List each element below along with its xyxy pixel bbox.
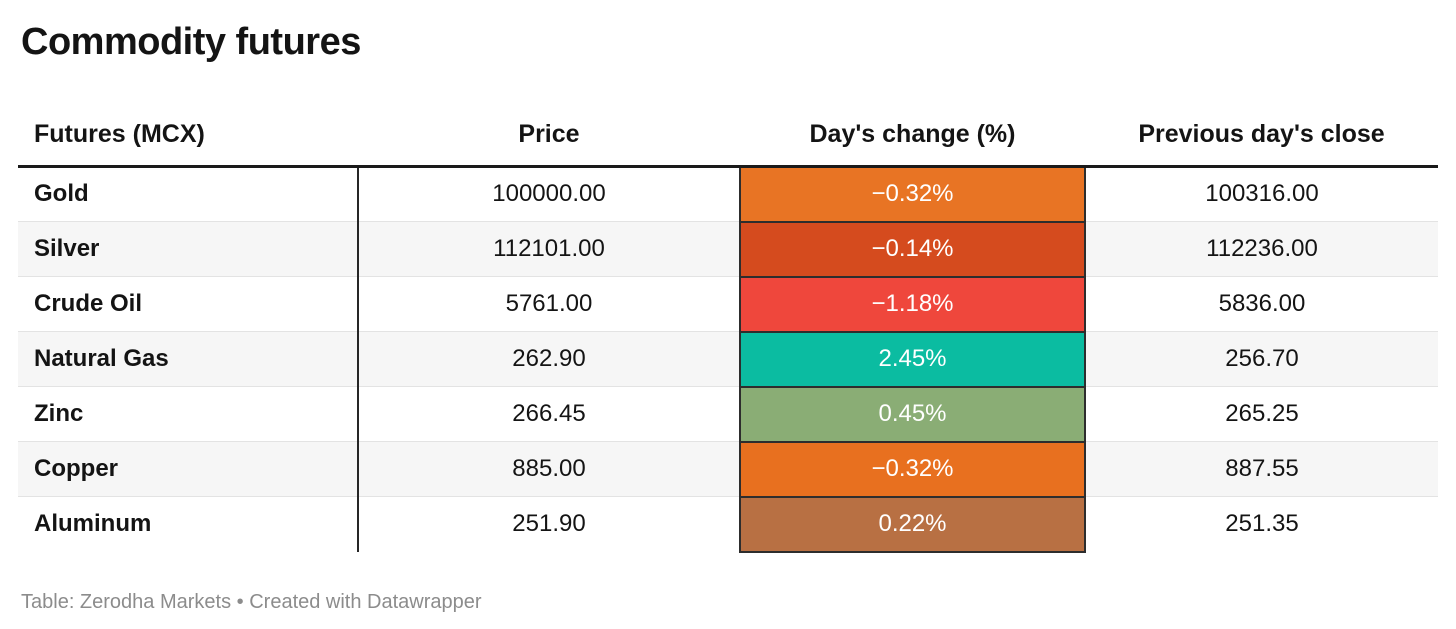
col-header-days-change: Day's change (%): [740, 97, 1085, 168]
price-cell: 100000.00: [358, 165, 740, 222]
change-cell: −0.14%: [739, 220, 1086, 278]
header-row: Futures (MCX) Price Day's change (%) Pre…: [18, 97, 1438, 168]
table-container: Futures (MCX) Price Day's change (%) Pre…: [18, 97, 1438, 553]
page-title: Commodity futures: [21, 21, 361, 63]
change-cell: 0.22%: [739, 495, 1086, 553]
table-row: Aluminum 251.90 0.22% 251.35: [18, 495, 1438, 553]
table-row: Silver 112101.00 −0.14% 112236.00: [18, 220, 1438, 278]
col-header-price: Price: [358, 97, 740, 168]
price-cell: 251.90: [358, 496, 740, 552]
prev-close-cell: 100316.00: [1085, 165, 1438, 222]
futures-name-cell: Natural Gas: [18, 331, 359, 387]
change-cell: 2.45%: [739, 330, 1086, 388]
price-cell: 112101.00: [358, 221, 740, 277]
futures-name-cell: Gold: [18, 165, 359, 222]
table-row: Copper 885.00 −0.32% 887.55: [18, 440, 1438, 498]
price-cell: 885.00: [358, 441, 740, 497]
col-header-prev-close: Previous day's close: [1085, 97, 1438, 168]
table-row: Crude Oil 5761.00 −1.18% 5836.00: [18, 275, 1438, 333]
futures-name-cell: Copper: [18, 441, 359, 497]
prev-close-cell: 251.35: [1085, 496, 1438, 552]
price-cell: 266.45: [358, 386, 740, 442]
prev-close-cell: 256.70: [1085, 331, 1438, 387]
futures-name-cell: Aluminum: [18, 496, 359, 552]
prev-close-cell: 5836.00: [1085, 276, 1438, 332]
futures-name-cell: Crude Oil: [18, 276, 359, 332]
change-cell: −0.32%: [739, 440, 1086, 498]
change-cell: −1.18%: [739, 275, 1086, 333]
futures-name-cell: Zinc: [18, 386, 359, 442]
table-row: Zinc 266.45 0.45% 265.25: [18, 385, 1438, 443]
prev-close-cell: 112236.00: [1085, 221, 1438, 277]
prev-close-cell: 887.55: [1085, 441, 1438, 497]
table-row: Natural Gas 262.90 2.45% 256.70: [18, 330, 1438, 388]
prev-close-cell: 265.25: [1085, 386, 1438, 442]
price-cell: 262.90: [358, 331, 740, 387]
change-cell: −0.32%: [739, 165, 1086, 223]
col-header-futures: Futures (MCX): [18, 97, 358, 168]
price-cell: 5761.00: [358, 276, 740, 332]
change-cell: 0.45%: [739, 385, 1086, 443]
table-body: Gold 100000.00 −0.32% 100316.00 Silver 112101…: [18, 165, 1438, 553]
commodity-table: Futures (MCX) Price Day's change (%) Pre…: [18, 97, 1438, 553]
futures-name-cell: Silver: [18, 221, 359, 277]
table-footer: Table: Zerodha Markets • Created with Da…: [21, 590, 482, 613]
table-row: Gold 100000.00 −0.32% 100316.00: [18, 165, 1438, 223]
